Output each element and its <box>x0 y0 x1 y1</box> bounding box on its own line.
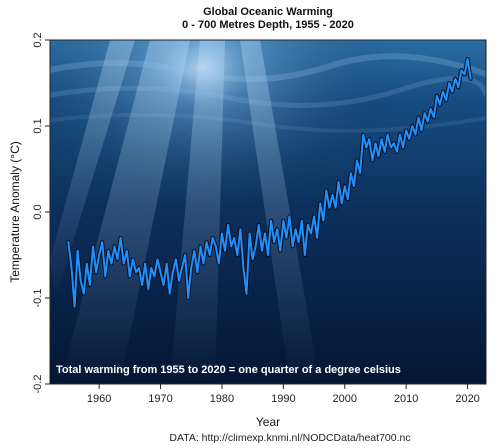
chart-title: Global Oceanic Warming <box>203 6 333 18</box>
underwater-background <box>50 40 486 384</box>
y-tick-label: -0.1 <box>32 289 44 308</box>
y-tick-label: 0.2 <box>32 32 44 47</box>
series-layer <box>66 56 473 309</box>
x-axis-label: Year <box>256 415 280 429</box>
x-tick-label: 1970 <box>148 393 172 405</box>
x-tick-label: 1980 <box>210 393 234 405</box>
axes: 1960 1970 1980 1990 2000 2010 2020 -0.2 -0.1 0.0 0… <box>32 32 480 405</box>
data-source-note: DATA: http://climexp.knmi.nl/NODCData/he… <box>169 432 410 444</box>
x-tick-label: 2020 <box>455 393 479 405</box>
x-tick-label: 1960 <box>87 393 111 405</box>
y-tick-label: 0.0 <box>32 204 44 219</box>
x-tick-label: 2010 <box>394 393 418 405</box>
y-tick-label: 0.1 <box>32 118 44 133</box>
chart-annotation: Total warming from 1955 to 2020 = one qu… <box>56 364 401 376</box>
series-line <box>67 57 472 308</box>
chart-subtitle: 0 - 700 Metres Depth, 1955 - 2020 <box>182 19 354 31</box>
y-tick-label: -0.2 <box>32 375 44 394</box>
x-tick-label: 2000 <box>333 393 357 405</box>
x-tick-label: 1990 <box>271 393 295 405</box>
chart-title-block: Global Oceanic Warming 0 - 700 Metres De… <box>182 6 354 31</box>
y-axis-label: Temperature Anomaly (°C) <box>8 141 22 283</box>
